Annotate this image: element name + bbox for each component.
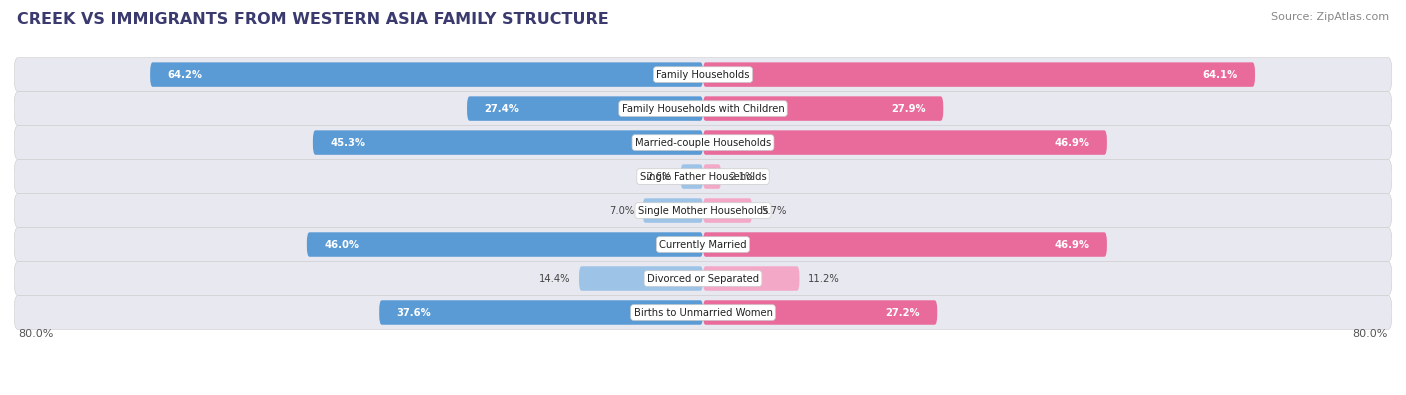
Text: Births to Unmarried Women: Births to Unmarried Women — [634, 308, 772, 318]
Text: Source: ZipAtlas.com: Source: ZipAtlas.com — [1271, 12, 1389, 22]
FancyBboxPatch shape — [14, 194, 1392, 228]
FancyBboxPatch shape — [14, 58, 1392, 92]
Text: 46.9%: 46.9% — [1054, 137, 1090, 148]
FancyBboxPatch shape — [14, 228, 1392, 261]
Text: 27.4%: 27.4% — [484, 103, 519, 114]
Text: 5.7%: 5.7% — [761, 205, 786, 216]
Text: 46.0%: 46.0% — [323, 239, 359, 250]
Text: Family Households with Children: Family Households with Children — [621, 103, 785, 114]
FancyBboxPatch shape — [14, 261, 1392, 295]
FancyBboxPatch shape — [703, 62, 1256, 87]
FancyBboxPatch shape — [380, 300, 703, 325]
FancyBboxPatch shape — [150, 62, 703, 87]
Text: 7.0%: 7.0% — [609, 205, 634, 216]
Text: 27.2%: 27.2% — [886, 308, 920, 318]
FancyBboxPatch shape — [467, 96, 703, 121]
FancyBboxPatch shape — [14, 126, 1392, 160]
Text: 64.1%: 64.1% — [1202, 70, 1237, 79]
FancyBboxPatch shape — [14, 295, 1392, 329]
Text: 64.2%: 64.2% — [167, 70, 202, 79]
Text: 11.2%: 11.2% — [808, 273, 839, 284]
FancyBboxPatch shape — [703, 300, 938, 325]
FancyBboxPatch shape — [14, 92, 1392, 126]
Text: 46.9%: 46.9% — [1054, 239, 1090, 250]
FancyBboxPatch shape — [14, 160, 1392, 194]
FancyBboxPatch shape — [314, 130, 703, 155]
Text: 2.6%: 2.6% — [647, 171, 672, 182]
FancyBboxPatch shape — [681, 164, 703, 189]
Text: 45.3%: 45.3% — [330, 137, 366, 148]
FancyBboxPatch shape — [703, 198, 752, 223]
FancyBboxPatch shape — [307, 232, 703, 257]
Text: 80.0%: 80.0% — [1353, 329, 1388, 339]
Text: CREEK VS IMMIGRANTS FROM WESTERN ASIA FAMILY STRUCTURE: CREEK VS IMMIGRANTS FROM WESTERN ASIA FA… — [17, 12, 609, 27]
Text: 80.0%: 80.0% — [18, 329, 53, 339]
Text: 2.1%: 2.1% — [730, 171, 755, 182]
Text: Family Households: Family Households — [657, 70, 749, 79]
Text: 37.6%: 37.6% — [396, 308, 432, 318]
FancyBboxPatch shape — [643, 198, 703, 223]
FancyBboxPatch shape — [703, 266, 800, 291]
FancyBboxPatch shape — [703, 232, 1107, 257]
Text: Currently Married: Currently Married — [659, 239, 747, 250]
Text: 27.9%: 27.9% — [891, 103, 927, 114]
Text: Single Father Households: Single Father Households — [640, 171, 766, 182]
FancyBboxPatch shape — [703, 96, 943, 121]
Legend: Creek, Immigrants from Western Asia: Creek, Immigrants from Western Asia — [569, 393, 837, 395]
Text: 14.4%: 14.4% — [538, 273, 571, 284]
Text: Divorced or Separated: Divorced or Separated — [647, 273, 759, 284]
FancyBboxPatch shape — [703, 130, 1107, 155]
Text: Married-couple Households: Married-couple Households — [636, 137, 770, 148]
Text: Single Mother Households: Single Mother Households — [638, 205, 768, 216]
FancyBboxPatch shape — [579, 266, 703, 291]
FancyBboxPatch shape — [703, 164, 721, 189]
